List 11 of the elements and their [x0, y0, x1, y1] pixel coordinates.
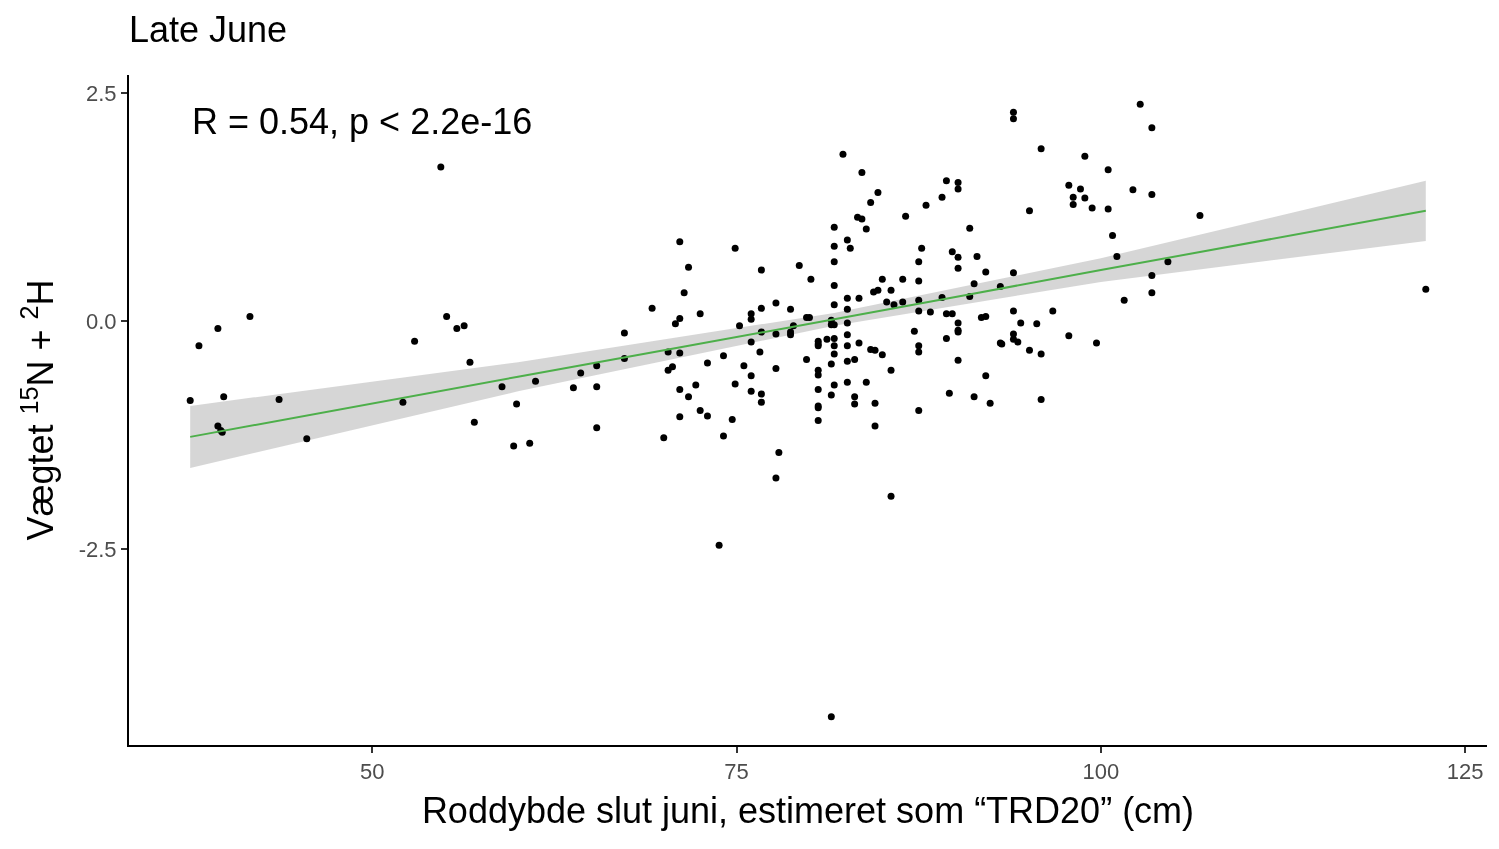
y-tick-label: 0.0 — [86, 308, 117, 334]
x-tick-label: 125 — [1446, 759, 1484, 785]
y-tick-label: 2.5 — [86, 80, 117, 106]
x-tick-label: 100 — [1082, 759, 1120, 785]
x-tick-label: 50 — [360, 759, 385, 785]
annotation: R = 0.54, p < 2.2e-16 — [192, 101, 533, 142]
y-tick-label: -2.5 — [78, 536, 117, 562]
x-axis-title: Roddybde slut juni, estimeret som “TRD20” (cm) — [421, 789, 1195, 831]
line-series — [189, 209, 1427, 438]
chart-title: Late June — [129, 9, 288, 51]
x-tick-label: 75 — [724, 759, 749, 785]
